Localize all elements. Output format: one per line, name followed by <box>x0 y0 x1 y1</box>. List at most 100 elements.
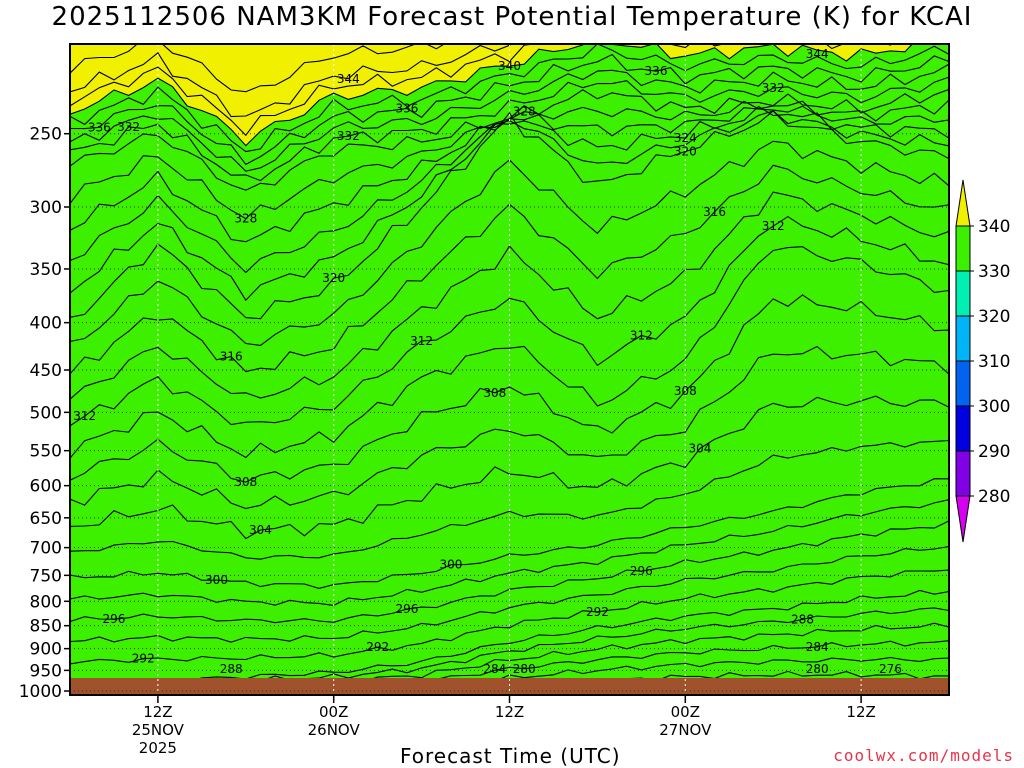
colorbar-swatch <box>955 450 971 497</box>
y-tick-label: 650 <box>30 509 62 529</box>
contour-label: 292 <box>366 640 389 654</box>
chart-title: 2025112506 NAM3KM Forecast Potential Tem… <box>51 2 973 32</box>
contour-label: 308 <box>234 475 257 489</box>
colorbar-label: 340 <box>978 217 1010 237</box>
colorbar-arrow-top <box>955 179 971 227</box>
contour-label: 336 <box>88 120 111 134</box>
contour-label: 300 <box>205 573 228 587</box>
isentrope-line <box>70 215 949 427</box>
isentrope-line <box>70 44 446 93</box>
contour-label: 336 <box>395 101 418 115</box>
isentrope-line <box>70 110 949 320</box>
contour-label: 292 <box>132 652 155 666</box>
x-tick-label: 12Z <box>846 703 875 721</box>
contour-label: 324 <box>674 131 697 145</box>
colorbar-swatch <box>955 315 971 362</box>
contour-label: 308 <box>483 386 506 400</box>
colorbar-swatch <box>955 405 971 452</box>
isentrope-line <box>70 191 949 400</box>
colorbar-swatch <box>955 270 971 317</box>
contour-label: 316 <box>703 205 726 219</box>
y-tick-label: 550 <box>30 442 62 462</box>
isentrope-line <box>70 44 936 147</box>
isentrope-line <box>70 88 949 191</box>
contour-label: 296 <box>395 602 418 616</box>
colorbar: 280 290 300 310 320 330 340 <box>955 179 1010 543</box>
contour-label: 344 <box>337 72 360 86</box>
contour-label: 284 <box>806 640 829 654</box>
isentrope-line <box>70 44 949 153</box>
y-axis: 250 300 350 400 450 500 550 600 650 700 750 800 850 9… <box>19 125 70 702</box>
isentrope-line <box>70 569 949 665</box>
contour-label: 288 <box>791 612 814 626</box>
x-tick-label: 00Z <box>319 703 348 721</box>
x-tick-label: 26NOV <box>308 721 361 739</box>
contour-label: 316 <box>220 350 243 364</box>
ground-strip <box>70 678 949 695</box>
y-tick-label: 700 <box>30 539 62 559</box>
isentrope-line <box>70 478 949 589</box>
x-tick-label: 27NOV <box>659 721 712 739</box>
isentrope-line <box>70 44 893 137</box>
colorbar-label: 330 <box>978 262 1010 282</box>
contour-label: 312 <box>630 329 653 343</box>
y-tick-label: 300 <box>30 198 62 218</box>
grid-lines <box>70 44 949 695</box>
isentrope-line <box>70 246 949 459</box>
contour-label: 328 <box>513 105 536 119</box>
colorbar-swatch <box>955 225 971 272</box>
contour-label: 284 <box>483 662 506 676</box>
x-axis-title: Forecast Time (UTC) <box>400 744 621 768</box>
y-tick-label: 1000 <box>19 682 62 702</box>
y-tick-label: 500 <box>30 403 62 423</box>
contour-label: 332 <box>337 129 360 143</box>
isentrope-line <box>70 545 949 643</box>
colorbar-arrow-bottom <box>955 495 971 543</box>
x-tick-label: 12Z <box>495 703 524 721</box>
contour-label: 300 <box>439 558 462 572</box>
contour-label: 296 <box>630 564 653 578</box>
contour-label: 304 <box>249 523 272 537</box>
contour-label: 336 <box>645 64 668 78</box>
y-tick-label: 350 <box>30 260 62 280</box>
y-tick-label: 800 <box>30 592 62 612</box>
contour-label: 328 <box>234 212 257 226</box>
y-tick-label: 600 <box>30 477 62 497</box>
colorbar-label: 300 <box>978 397 1010 417</box>
contour-label: 344 <box>806 47 829 61</box>
credit-link[interactable]: coolwx.com/models <box>833 746 1014 765</box>
contour-label: 288 <box>220 662 243 676</box>
y-tick-label: 950 <box>30 661 62 681</box>
contour-label: 320 <box>322 271 345 285</box>
x-tick-label: 2025 <box>139 739 177 757</box>
contour-label: 340 <box>498 59 521 73</box>
contour-label: 308 <box>674 384 697 398</box>
contour-label: 280 <box>806 662 829 676</box>
colorbar-swatch <box>955 360 971 407</box>
x-tick-label: 12Z <box>143 703 172 721</box>
contour-label: 304 <box>688 441 711 455</box>
isentrope-line <box>70 345 949 510</box>
y-tick-label: 250 <box>30 125 62 145</box>
x-tick-label: 00Z <box>671 703 700 721</box>
colorbar-label: 320 <box>978 307 1010 327</box>
colorbar-label: 290 <box>978 442 1010 462</box>
x-tick-label: 25NOV <box>132 721 185 739</box>
isentrope-line <box>70 499 949 606</box>
colorbar-label: 310 <box>978 352 1010 372</box>
contour-label: 280 <box>513 662 536 676</box>
contour-label: 332 <box>117 120 140 134</box>
contour-label: 292 <box>586 605 609 619</box>
contour-label: 312 <box>762 219 785 233</box>
isentrope-line <box>70 589 949 686</box>
contour-label: 312 <box>73 409 96 423</box>
colorbar-label: 280 <box>978 487 1010 507</box>
y-tick-label: 850 <box>30 617 62 637</box>
y-tick-label: 900 <box>30 640 62 660</box>
y-tick-label: 400 <box>30 314 62 334</box>
isentrope-line <box>70 294 949 483</box>
contour-label: 276 <box>879 662 902 676</box>
